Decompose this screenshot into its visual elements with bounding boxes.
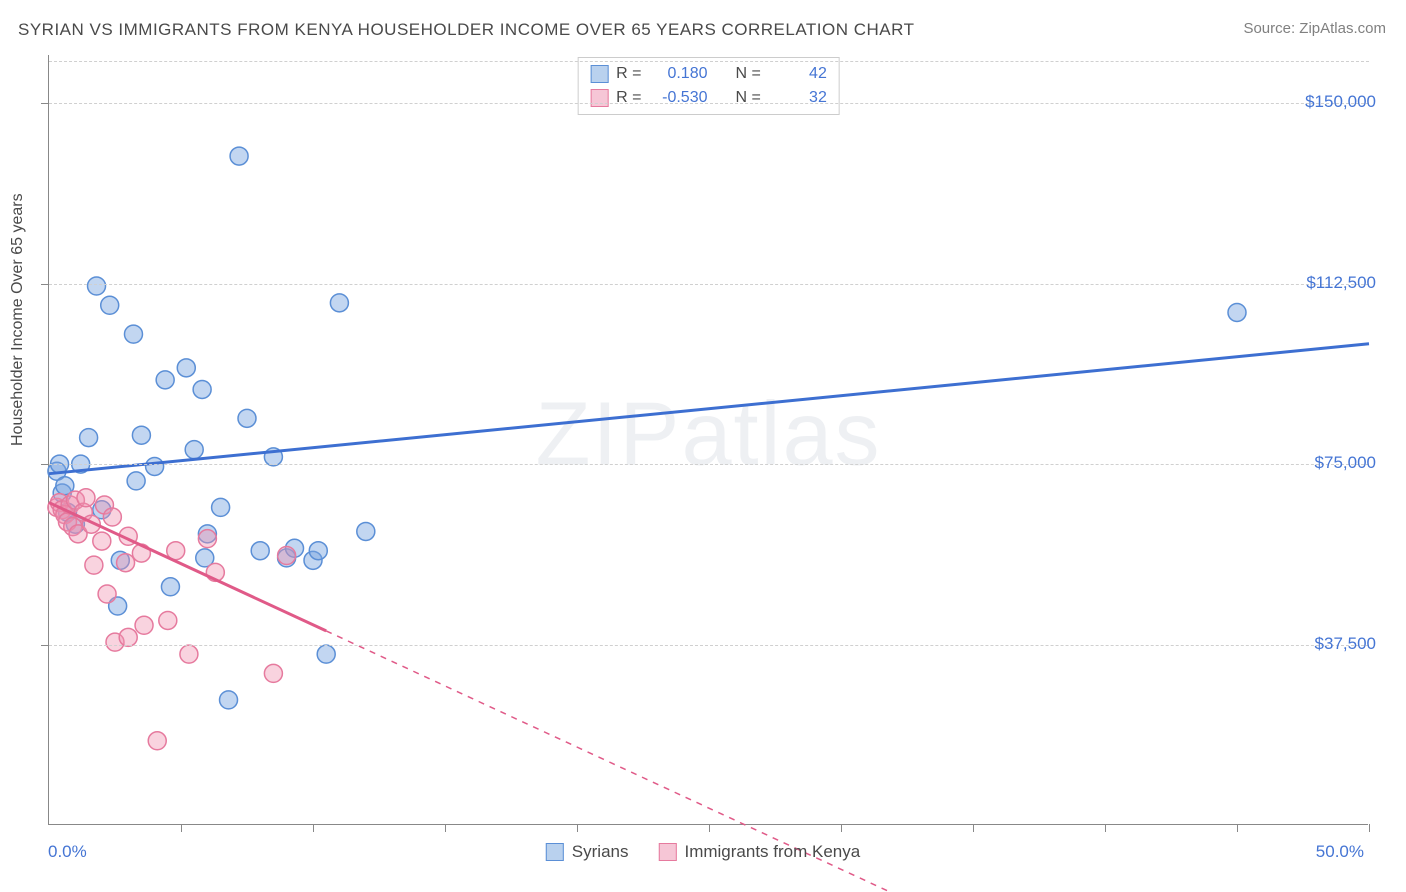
series-swatch (590, 65, 608, 83)
scatter-point (135, 616, 153, 634)
scatter-point (127, 472, 145, 490)
scatter-plot-svg (49, 55, 1369, 825)
scatter-point (159, 611, 177, 629)
scatter-point (212, 498, 230, 516)
y-tick-label: $37,500 (1315, 634, 1376, 654)
r-label: R = (616, 86, 641, 110)
scatter-point (101, 296, 119, 314)
r-label: R = (616, 62, 641, 86)
scatter-point (77, 489, 95, 507)
legend-swatch (546, 843, 564, 861)
legend-swatch (658, 843, 676, 861)
y-tick-label: $75,000 (1315, 453, 1376, 473)
scatter-point (264, 664, 282, 682)
scatter-point (193, 380, 211, 398)
y-tick-label: $150,000 (1305, 92, 1376, 112)
scatter-point (161, 578, 179, 596)
x-axis-max-label: 50.0% (1316, 842, 1364, 862)
x-tick (709, 824, 710, 832)
stats-row: R = -0.530 N = 32 (590, 86, 827, 110)
x-tick (1237, 824, 1238, 832)
scatter-point (156, 371, 174, 389)
gridline (49, 61, 1369, 62)
y-axis-label: Householder Income Over 65 years (9, 193, 27, 446)
gridline (49, 103, 1369, 104)
n-label: N = (736, 62, 761, 86)
scatter-point (185, 441, 203, 459)
scatter-point (117, 554, 135, 572)
source-label: Source: ZipAtlas.com (1243, 20, 1386, 37)
scatter-point (124, 325, 142, 343)
legend-item: Syrians (546, 842, 629, 862)
x-tick (577, 824, 578, 832)
legend-label: Syrians (572, 842, 629, 862)
x-tick (1369, 824, 1370, 832)
x-tick (445, 824, 446, 832)
n-label: N = (736, 86, 761, 110)
scatter-point (80, 429, 98, 447)
scatter-point (238, 409, 256, 427)
series-swatch (590, 89, 608, 107)
scatter-point (146, 457, 164, 475)
chart-title: SYRIAN VS IMMIGRANTS FROM KENYA HOUSEHOL… (18, 20, 915, 40)
scatter-point (251, 542, 269, 560)
scatter-point (220, 691, 238, 709)
plot-area: ZIPatlas R =0.180N =42R =-0.530N =32 (48, 55, 1368, 825)
legend-item: Immigrants from Kenya (658, 842, 860, 862)
x-tick (313, 824, 314, 832)
scatter-point (330, 294, 348, 312)
scatter-point (177, 359, 195, 377)
scatter-point (85, 556, 103, 574)
scatter-point (309, 542, 327, 560)
gridline (49, 645, 1369, 646)
chart-container: SYRIAN VS IMMIGRANTS FROM KENYA HOUSEHOL… (0, 0, 1406, 892)
y-tick (41, 645, 49, 646)
scatter-point (278, 547, 296, 565)
legend: Syrians Immigrants from Kenya (546, 842, 860, 862)
legend-label: Immigrants from Kenya (684, 842, 860, 862)
n-value: 42 (769, 62, 827, 86)
gridline (49, 284, 1369, 285)
y-tick (41, 284, 49, 285)
scatter-point (1228, 303, 1246, 321)
scatter-point (317, 645, 335, 663)
scatter-point (357, 522, 375, 540)
scatter-point (148, 732, 166, 750)
y-tick (41, 103, 49, 104)
stats-row: R = 0.180 N = 42 (590, 62, 827, 86)
y-tick-label: $112,500 (1306, 273, 1376, 293)
scatter-point (132, 426, 150, 444)
gridline (49, 464, 1369, 465)
scatter-point (198, 530, 216, 548)
scatter-point (88, 277, 106, 295)
scatter-point (180, 645, 198, 663)
scatter-point (93, 532, 111, 550)
x-axis-min-label: 0.0% (48, 842, 87, 862)
x-tick (841, 824, 842, 832)
scatter-point (98, 585, 116, 603)
scatter-point (230, 147, 248, 165)
correlation-stats-box: R = 0.180 N = 42 R = -0.530 N = 32 (577, 57, 840, 115)
x-tick (1105, 824, 1106, 832)
x-tick (181, 824, 182, 832)
x-tick (973, 824, 974, 832)
scatter-point (103, 508, 121, 526)
y-tick (41, 464, 49, 465)
r-value: -0.530 (650, 86, 708, 110)
n-value: 32 (769, 86, 827, 110)
r-value: 0.180 (650, 62, 708, 86)
